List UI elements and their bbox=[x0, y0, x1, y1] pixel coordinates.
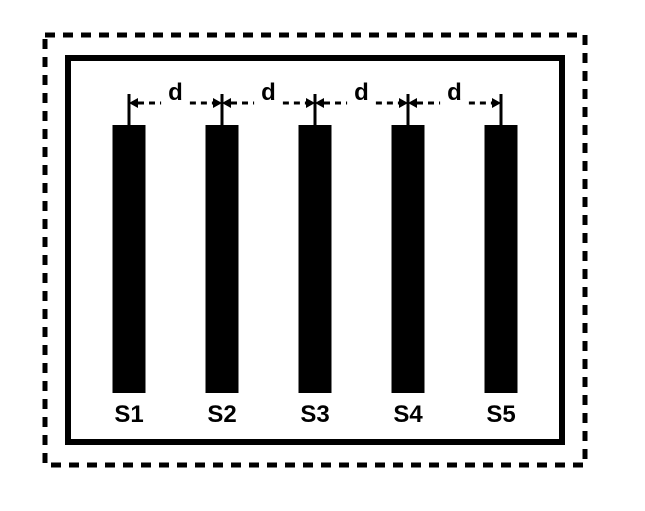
bar-label: S1 bbox=[114, 401, 143, 428]
bar-label: S3 bbox=[300, 401, 329, 428]
spacing-label: d bbox=[447, 79, 462, 106]
spacing-label: d bbox=[261, 79, 276, 106]
bar bbox=[206, 125, 239, 393]
bar-label: S4 bbox=[393, 401, 423, 428]
spacing-label: d bbox=[354, 79, 369, 106]
spacing-label: d bbox=[168, 79, 183, 106]
diagram-canvas: S1 S2 S3 S4 S5 d d d d bbox=[0, 0, 645, 511]
bar bbox=[113, 125, 146, 393]
bar-label: S2 bbox=[207, 401, 236, 428]
diagram-svg: S1 S2 S3 S4 S5 d d d d bbox=[0, 0, 645, 511]
bar bbox=[392, 125, 425, 393]
bar bbox=[299, 125, 332, 393]
bar bbox=[485, 125, 518, 393]
bar-label: S5 bbox=[486, 401, 515, 428]
